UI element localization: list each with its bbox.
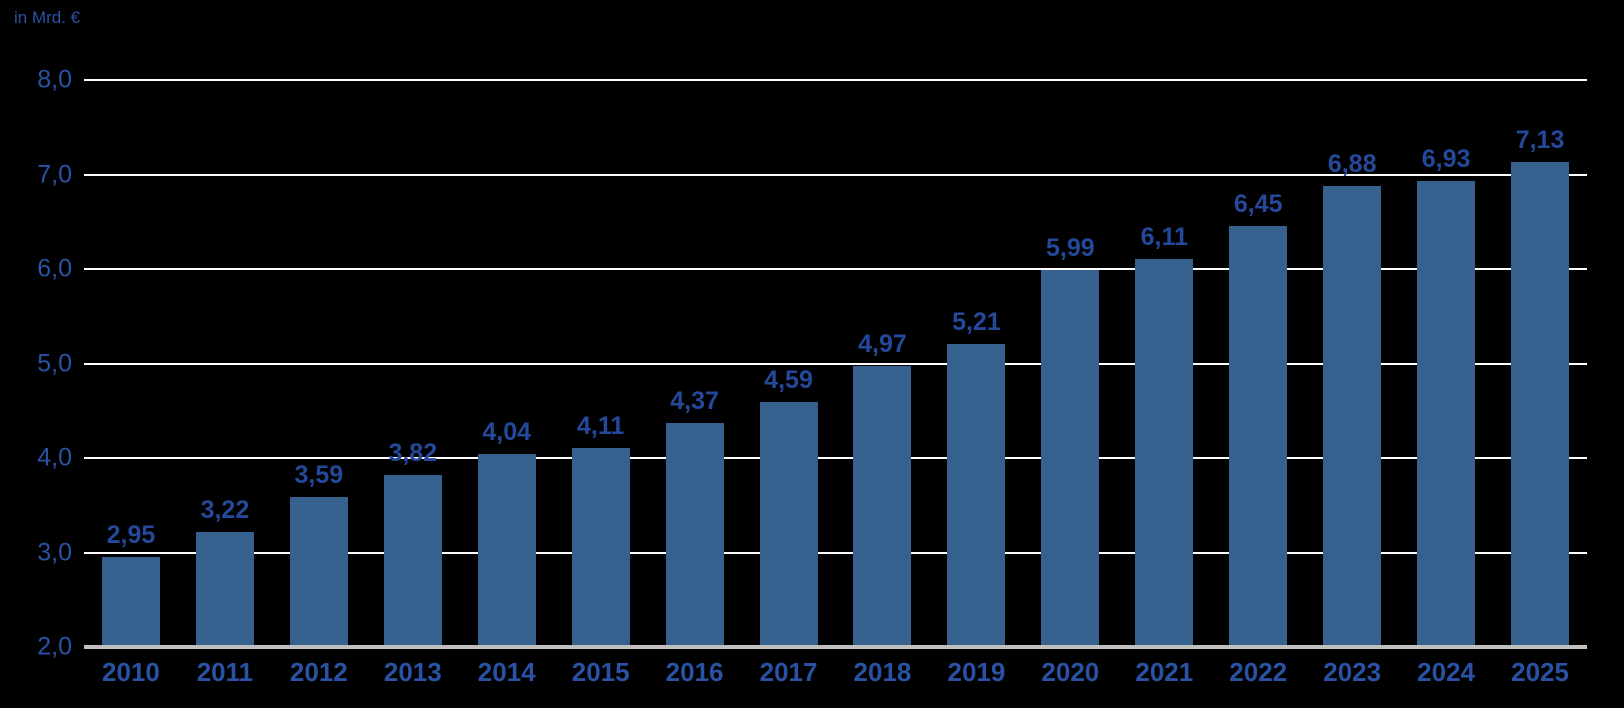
x-axis-tick-label: 2021 [1135,657,1194,687]
bar-2019 [947,343,1006,647]
bar-slot: 5,99 [1023,80,1117,647]
gridline [84,268,1587,270]
x-axis-tick-label: 2015 [571,657,630,687]
x-axis-tick-label: 2025 [1511,657,1569,687]
bar-2016 [665,423,724,647]
bar-slot: 4,11 [554,80,648,647]
bar-2018 [853,366,912,647]
bar-2023 [1323,185,1382,647]
x-axis: 2010 2011 2012 2013 2014 2015 2016 2017 2018 2019… [84,659,1587,689]
bar-value-label: 6,93 [1421,145,1471,174]
gridline [84,457,1587,459]
gridline [84,551,1587,554]
bar-slot: 6,88 [1305,80,1399,647]
y-axis-tick-label: 7,0 [37,160,72,188]
bar-slot: 7,13 [1493,80,1587,647]
y-axis-tick-label: 3,0 [37,538,72,566]
x-axis-tick-label: 2017 [759,657,818,687]
plot-area: 2,95 3,22 3,59 3,82 4,04 4,11 4,37 4,59 4,97 5,21… [84,79,1587,649]
bar-slot: 4,04 [460,80,554,647]
bar-value-label: 4,97 [858,330,907,359]
bar-value-label: 4,04 [482,418,532,447]
bar-2022 [1229,226,1288,647]
x-axis-tick-label: 2010 [102,657,160,687]
bar-value-label: 6,45 [1233,190,1283,219]
y-axis-tick-label: 8,0 [37,65,72,94]
x-axis-tick-label: 2012 [289,657,348,687]
x-axis-tick-label: 2020 [1041,657,1100,687]
bar-slot: 6,11 [1117,80,1211,647]
x-axis-tick-label: 2018 [853,657,912,687]
x-axis-tick-label: 2013 [383,657,442,687]
y-axis-tick-label: 2,0 [37,632,72,661]
x-axis-tick-label: 2014 [477,657,536,687]
bar-slot: 5,21 [929,80,1023,647]
x-axis-tick-label: 2019 [947,657,1006,687]
bar-value-label: 4,59 [764,366,813,395]
x-axis-line [84,645,1587,649]
bar-slot: 4,37 [648,80,742,647]
bar-2024 [1417,181,1476,647]
y-axis-tick-label: 5,0 [37,349,72,377]
y-axis: 8,0 7,0 6,0 5,0 4,0 3,0 2,0 [0,67,72,659]
x-axis-tick-label: 2022 [1229,657,1288,687]
bar-value-label: 3,22 [200,495,250,524]
bar-value-label: 2,95 [106,521,156,550]
gridline [84,79,1587,81]
bar-value-label: 5,99 [1046,233,1095,262]
bar-2011 [195,531,254,647]
bar-2010 [101,557,160,647]
bar-value-label: 6,88 [1327,149,1377,178]
bar-value-label: 4,11 [577,411,625,440]
bar-2021 [1135,258,1194,647]
bar-slot: 4,59 [742,80,836,647]
gridline [84,173,1587,176]
bar-value-label: 7,13 [1515,126,1565,155]
bar-slot: 6,45 [1211,80,1305,647]
gridline [84,362,1587,365]
bar-slot: 3,22 [178,80,272,647]
bar-2014 [477,454,536,647]
bar-slot: 4,97 [836,80,930,647]
bar-value-label: 4,37 [670,387,719,416]
bar-2020 [1041,269,1100,647]
bar-slot: 3,59 [272,80,366,647]
bar-2013 [383,475,442,647]
bar-slot: 6,93 [1399,80,1493,647]
bar-2017 [759,402,818,647]
bar-value-label: 3,59 [294,460,344,489]
bar-value-label: 6,11 [1140,222,1188,251]
chart-unit-label: in Mrd. € [14,8,81,27]
x-axis-tick-label: 2016 [665,657,724,687]
bar-2025 [1511,162,1570,647]
x-axis-tick-label: 2023 [1323,657,1382,687]
bar-slot: 3,82 [366,80,460,647]
bar-value-label: 5,21 [952,307,1001,336]
bar-2012 [289,496,348,647]
bar-2015 [571,447,630,647]
x-axis-tick-label: 2011 [196,657,254,687]
x-axis-tick-label: 2024 [1417,657,1476,687]
bar-slot: 2,95 [84,80,178,647]
y-axis-tick-label: 6,0 [37,254,72,283]
bar-value-label: 3,82 [388,439,438,468]
y-axis-tick-label: 4,0 [37,443,72,472]
